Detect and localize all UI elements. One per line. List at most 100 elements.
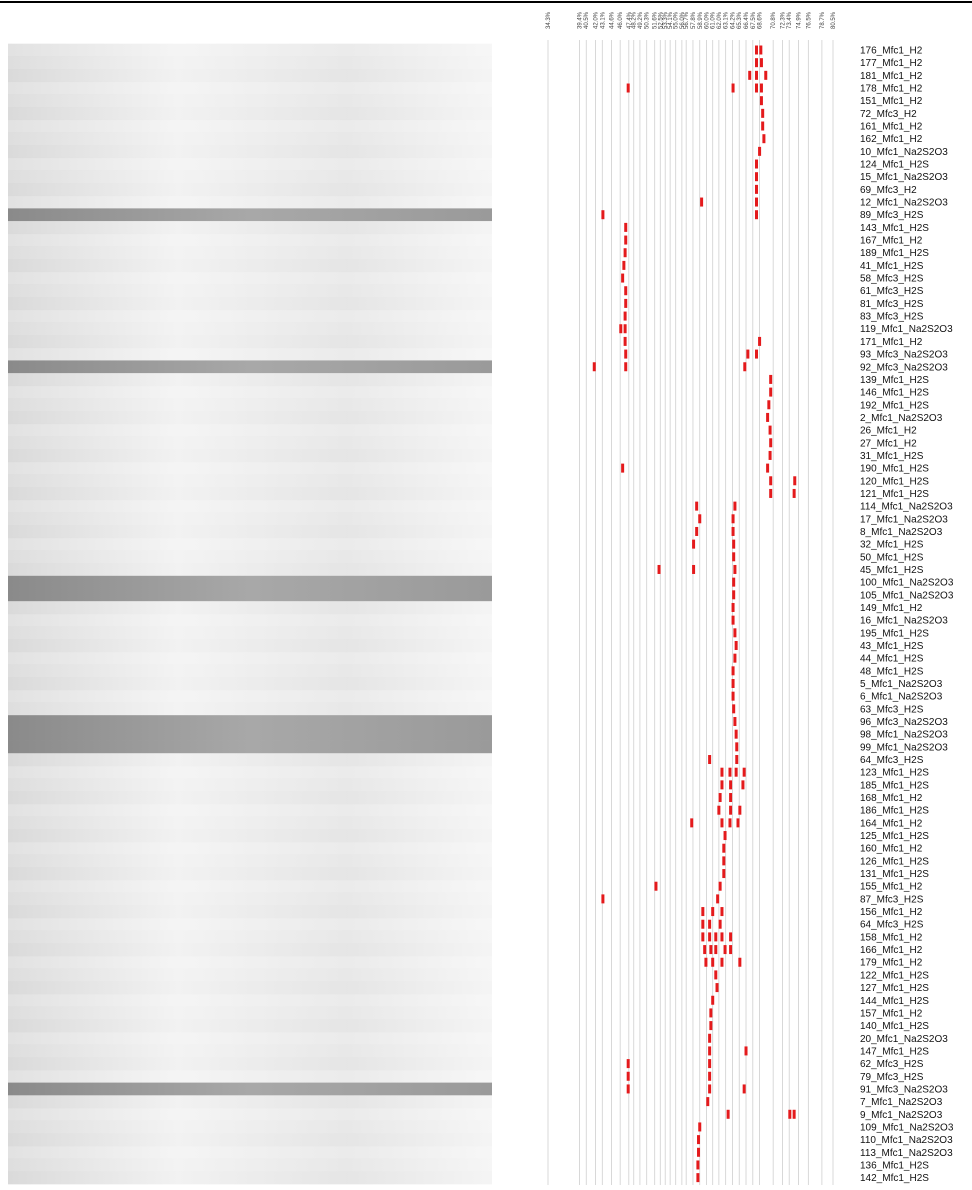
band (624, 298, 628, 308)
x-tick-label: 78.7% (820, 11, 826, 29)
lane-label: 149_Mfc1_H2 (860, 603, 923, 614)
x-tick-label: 46.0% (618, 11, 624, 29)
lane-label: 168_Mfc1_H2 (860, 793, 923, 804)
lane-label: 48_Mfc1_H2S (860, 666, 924, 677)
band (768, 425, 772, 435)
gel-lane (8, 246, 492, 260)
lane-label: 81_Mfc3_H2S (860, 299, 924, 310)
gel-lane (8, 1120, 492, 1134)
gel-lane (8, 575, 492, 589)
lane-label: 15_Mfc1_Na2S2O3 (860, 172, 948, 183)
band (731, 679, 735, 688)
lane-label: 189_Mfc1_H2S (860, 248, 929, 259)
band (755, 197, 759, 207)
band (621, 463, 625, 473)
x-tick-label: 42.0% (594, 11, 600, 29)
gel-lane (8, 56, 492, 70)
grid: 34.3% 39.4% 40.5% 42.0% 43.1% 44.6% 46.0% 47.4%… (546, 11, 837, 1185)
band (729, 793, 733, 803)
gel-lane (8, 715, 492, 729)
gel-lane (8, 449, 492, 463)
gel-lane (8, 360, 492, 374)
lane-label: 142_Mfc1_H2S (860, 1173, 929, 1184)
band (769, 374, 773, 384)
lane-label: 131_Mfc1_H2S (860, 869, 929, 880)
x-tick-label: 51.6% (653, 11, 659, 29)
band (764, 70, 768, 80)
band (711, 995, 715, 1005)
band (708, 932, 712, 942)
gel-lane (8, 639, 492, 653)
gel-image (8, 43, 492, 1185)
lane-label: 192_Mfc1_H2S (860, 400, 929, 411)
gel-lane (8, 867, 492, 881)
lane-label: 143_Mfc1_H2S (860, 223, 929, 234)
band (722, 869, 726, 879)
gel-lane (8, 1057, 492, 1071)
band (708, 1071, 712, 1081)
lane-label: 113_Mfc1_Na2S2O3 (860, 1148, 953, 1159)
gel-lane (8, 347, 492, 361)
lane-label: 2_Mfc1_Na2S2O3 (860, 413, 943, 424)
band (700, 197, 704, 207)
band (735, 742, 739, 752)
band (748, 70, 752, 80)
lane-label: 185_Mfc1_H2S (860, 780, 929, 791)
band (708, 1046, 712, 1056)
lane-label: 89_Mfc3_H2S (860, 210, 924, 221)
gel-lane (8, 373, 492, 387)
band (735, 755, 739, 765)
gel-lane (8, 854, 492, 868)
band (696, 1173, 700, 1183)
lane-label: 92_Mfc3_Na2S2O3 (860, 362, 948, 373)
x-tick-label: 52.5% (658, 11, 664, 29)
band (624, 222, 628, 232)
band (769, 438, 773, 448)
band (733, 501, 737, 511)
band (755, 172, 759, 182)
gel-lane (8, 601, 492, 615)
lane-label: 121_Mfc1_H2S (860, 489, 929, 500)
lane-label: 79_Mfc3_H2S (860, 1072, 924, 1083)
lane-label: 167_Mfc1_H2 (860, 236, 923, 247)
x-tick-label: 44.6% (610, 11, 616, 29)
band (720, 932, 724, 942)
gel-lane (8, 297, 492, 311)
x-tick-label: 65.3% (737, 11, 743, 29)
gel-lane (8, 981, 492, 995)
band (623, 324, 627, 334)
lane-label: 45_Mfc1_H2S (860, 565, 924, 576)
band (704, 957, 708, 967)
band (755, 83, 759, 93)
band (695, 501, 699, 511)
band (729, 932, 733, 942)
x-tick-label: 47.4% (627, 11, 633, 29)
band (592, 362, 596, 372)
gel-lane (8, 1095, 492, 1109)
x-tick-label: 56.0% (680, 11, 686, 29)
band (720, 957, 724, 967)
lane-label: 96_Mfc3_Na2S2O3 (860, 717, 948, 728)
x-tick-label: 67.5% (751, 11, 757, 29)
gel-lane (8, 512, 492, 526)
gel-lane (8, 702, 492, 716)
gel-lane (8, 284, 492, 298)
band (731, 666, 735, 676)
band (701, 907, 705, 917)
x-tick-label: 72.3% (780, 11, 786, 29)
band (732, 577, 736, 587)
band (755, 45, 759, 55)
band (624, 235, 628, 245)
band (692, 564, 696, 574)
band (759, 58, 763, 68)
lane-label: 26_Mfc1_H2 (860, 426, 917, 437)
band (697, 1135, 701, 1145)
lane-label: 99_Mfc1_Na2S2O3 (860, 742, 948, 753)
lane-label: 8_Mfc1_Na2S2O3 (860, 527, 943, 538)
band (732, 552, 736, 562)
band (731, 83, 735, 93)
gel-lane (8, 1133, 492, 1147)
x-tick-label: 74.9% (796, 11, 802, 29)
gel-lane (8, 803, 492, 817)
